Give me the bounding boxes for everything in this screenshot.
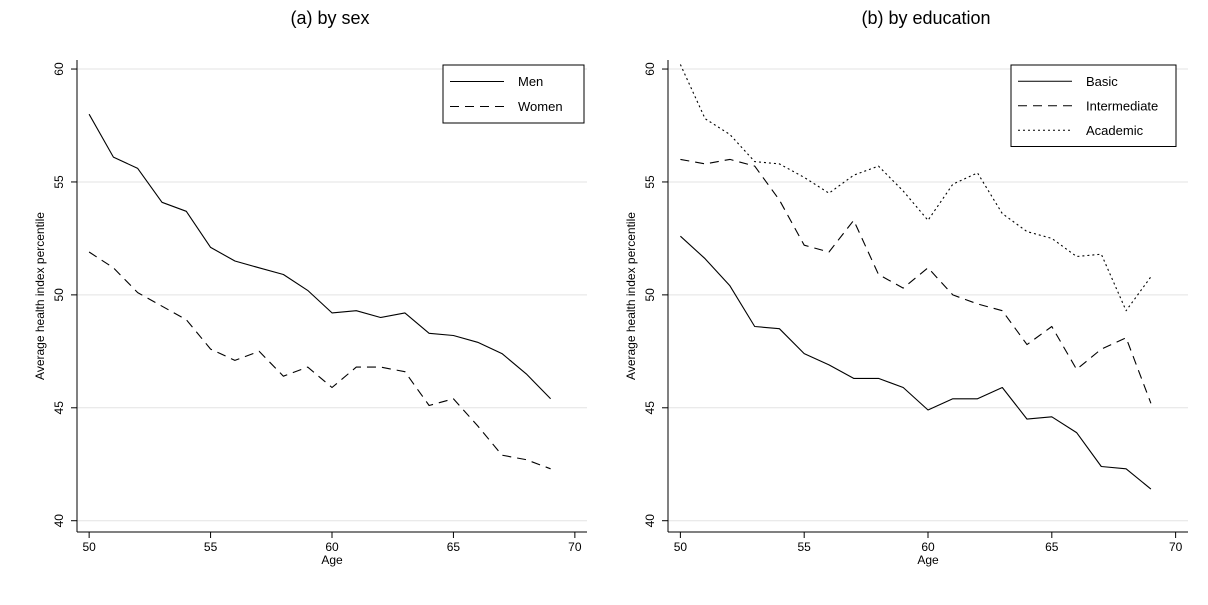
panel-b-x-tick-label-70: 70 (1169, 540, 1183, 554)
panel-a-series-line-women (88, 251, 551, 470)
panel-a-y-tick-label-55: 55 (52, 175, 66, 189)
panel-a-y-tick-label-45: 45 (52, 401, 66, 415)
panel-a-x-tick-label-50: 50 (82, 540, 96, 554)
panel-a-series-line-men (88, 113, 551, 400)
panel-b-series-line-intermediate (680, 158, 1152, 404)
panel-b-y-axis-label: Average health index percentile (624, 212, 638, 380)
panel-a-legend-label-women: Women (518, 99, 563, 114)
panel-a-y-tick-label-40: 40 (52, 514, 66, 528)
panel-b-x-tick-label-60: 60 (921, 540, 935, 554)
panel-b-x-axis-label: Age (917, 553, 939, 567)
panel-a-y-tick-label-50: 50 (52, 288, 66, 302)
panel-b-y-tick-label-40: 40 (643, 514, 657, 528)
panel-b-title: (b) by education (861, 8, 990, 28)
panel-b-legend-label-intermediate: Intermediate (1086, 98, 1158, 113)
panel-a-legend-box (442, 64, 585, 124)
panel-a-x-axis-label: Age (321, 553, 343, 567)
panel-a-y-axis-label: Average health index percentile (33, 212, 47, 380)
panel-a-x-tick-label-65: 65 (447, 540, 461, 554)
panel-b-y-tick-label-45: 45 (643, 401, 657, 415)
panel-b-y-tick-label-50: 50 (643, 288, 657, 302)
panel-a-y-tick-label-60: 60 (52, 62, 66, 76)
panel-b-x-tick-label-55: 55 (798, 540, 812, 554)
panel-b-legend-label-academic: Academic (1086, 123, 1144, 138)
panel-b-x-tick-label-50: 50 (674, 540, 688, 554)
panel-b-legend-label-basic: Basic (1086, 74, 1118, 89)
panel-a-title: (a) by sex (290, 8, 369, 28)
panel-b-x-tick-label-65: 65 (1045, 540, 1059, 554)
panel-a-x-tick-label-70: 70 (568, 540, 582, 554)
panel-b-y-tick-label-60: 60 (643, 62, 657, 76)
panel-a-legend-label-men: Men (518, 74, 543, 89)
panel-b-legend-box (1010, 64, 1177, 147)
panel-b-series-line-basic (680, 235, 1152, 490)
panel-a-x-tick-label-55: 55 (204, 540, 218, 554)
panel-a-x-tick-label-60: 60 (325, 540, 339, 554)
panel-b-y-tick-label-55: 55 (643, 175, 657, 189)
